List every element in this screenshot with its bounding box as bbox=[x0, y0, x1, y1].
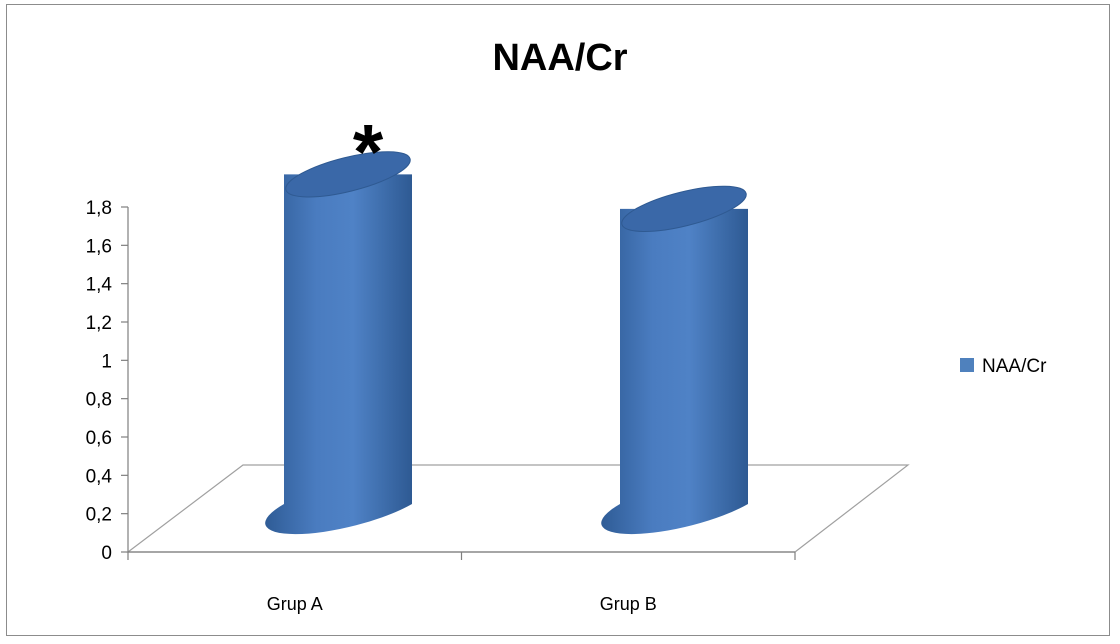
legend: NAA/Cr bbox=[960, 356, 1047, 377]
x-category-label: Grup A bbox=[267, 594, 323, 614]
y-tick-label: 0,8 bbox=[86, 390, 112, 411]
chart-floor bbox=[126, 464, 910, 553]
y-tick-label: 0,6 bbox=[86, 428, 112, 449]
y-tick-label: 1,8 bbox=[86, 198, 112, 219]
bar bbox=[265, 151, 412, 535]
y-tick-label: 0,4 bbox=[86, 466, 113, 487]
y-tick-label: 1,6 bbox=[86, 236, 112, 257]
chart-frame bbox=[6, 4, 1110, 636]
annotations: * bbox=[353, 107, 384, 195]
bar-top bbox=[285, 151, 411, 198]
bar-top bbox=[621, 185, 747, 232]
bars bbox=[265, 151, 748, 535]
bar-body bbox=[601, 208, 748, 535]
x-category-label: Grup B bbox=[600, 594, 657, 614]
y-axis-ticks: 0 0,2 0,4 0,6 0,8 1 1,2 1,4 1,6 1,8 bbox=[86, 198, 128, 564]
y-tick-label: 1,2 bbox=[86, 313, 112, 334]
bar bbox=[601, 185, 748, 535]
x-axis-ticks: Grup A Grup B bbox=[127, 552, 796, 614]
y-tick-label: 1 bbox=[101, 351, 112, 372]
significance-asterisk: * bbox=[353, 107, 384, 195]
y-tick-label: 0,2 bbox=[86, 505, 112, 526]
y-tick-label: 1,4 bbox=[86, 275, 113, 296]
y-tick-label: 0 bbox=[101, 543, 112, 564]
legend-swatch bbox=[960, 358, 974, 372]
chart-title: NAA/Cr bbox=[492, 37, 627, 79]
bar-body bbox=[265, 174, 412, 535]
legend-label: NAA/Cr bbox=[982, 356, 1047, 377]
